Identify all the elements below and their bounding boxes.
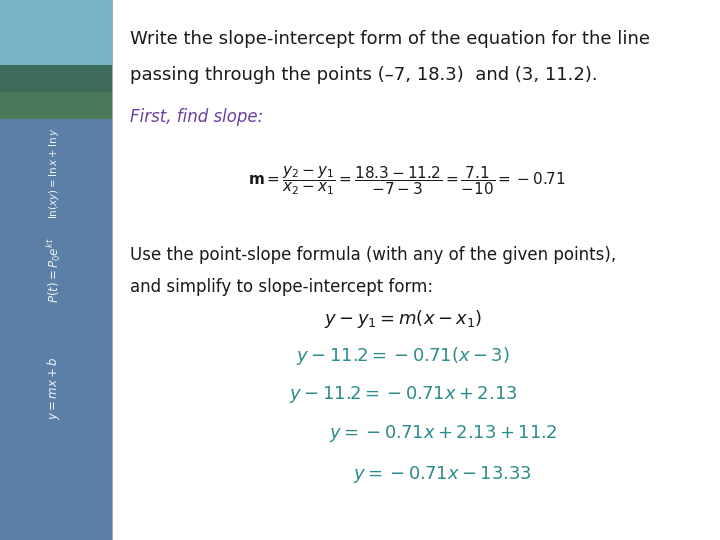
Text: Write the slope-intercept form of the equation for the line: Write the slope-intercept form of the eq… (130, 30, 649, 48)
Text: $y = mx + b$: $y = mx + b$ (45, 357, 63, 421)
FancyBboxPatch shape (0, 92, 112, 119)
Text: First, find slope:: First, find slope: (130, 108, 263, 126)
Text: $y = -0.71x - 13.33$: $y = -0.71x - 13.33$ (354, 464, 532, 484)
Text: Use the point-slope formula (with any of the given points),: Use the point-slope formula (with any of… (130, 246, 616, 264)
Text: and simplify to slope-intercept form:: and simplify to slope-intercept form: (130, 278, 433, 296)
FancyBboxPatch shape (0, 0, 112, 70)
Text: $y - y_1 = m(x - x_1)$: $y - y_1 = m(x - x_1)$ (324, 308, 482, 329)
Text: $y = -0.71x + 2.13 + 11.2$: $y = -0.71x + 2.13 + 11.2$ (328, 423, 557, 443)
Text: passing through the points (–7, 18.3)  and (3, 11.2).: passing through the points (–7, 18.3) an… (130, 66, 597, 84)
Text: $\mathbf{m} = \dfrac{y_2 - y_1}{x_2 - x_1}= \dfrac{18.3 - 11.2}{-7 - 3} = \dfrac: $\mathbf{m} = \dfrac{y_2 - y_1}{x_2 - x_… (248, 165, 566, 197)
FancyBboxPatch shape (112, 0, 113, 540)
FancyBboxPatch shape (0, 0, 112, 540)
Text: $y - 11.2 = -0.71(x - 3)$: $y - 11.2 = -0.71(x - 3)$ (296, 346, 510, 367)
Text: $\ln(xy) = \ln x + \ln y$: $\ln(xy) = \ln x + \ln y$ (47, 127, 61, 219)
Text: $P(t) = P_0 e^{kt}$: $P(t) = P_0 e^{kt}$ (45, 237, 63, 303)
Text: $y - 11.2 = -0.71x + 2.13$: $y - 11.2 = -0.71x + 2.13$ (289, 384, 518, 404)
FancyBboxPatch shape (0, 65, 112, 97)
